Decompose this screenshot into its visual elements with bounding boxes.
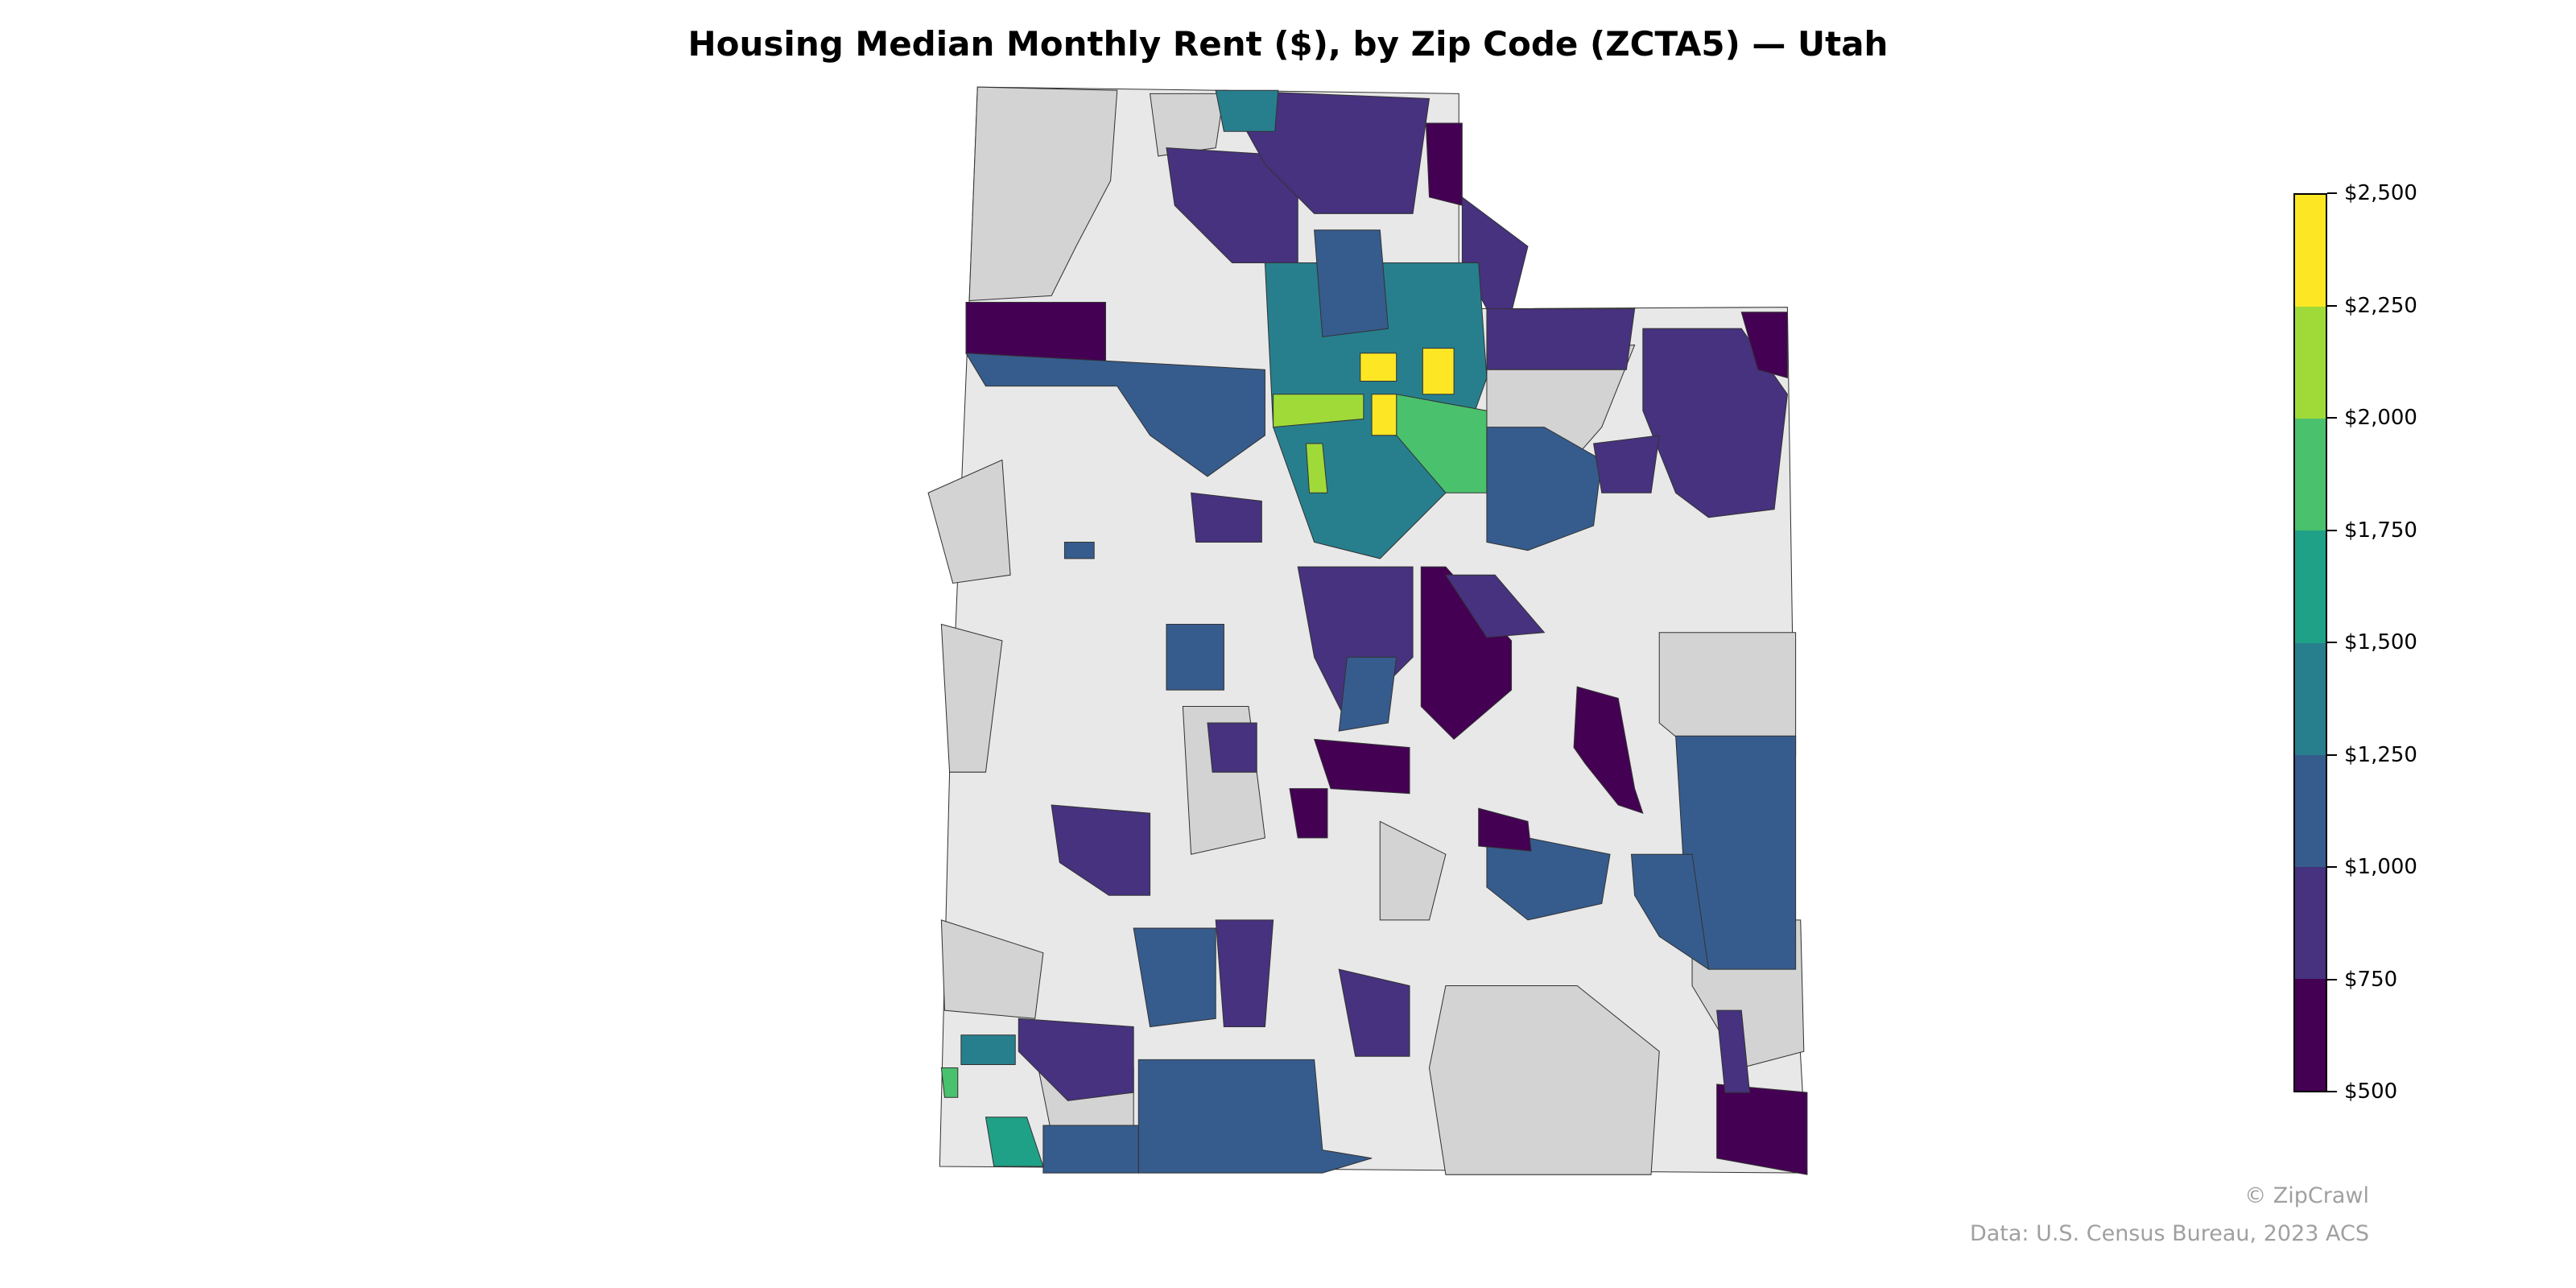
zcta-region [960,1034,1016,1065]
zcta-region [1675,735,1797,970]
no-data-zcta [968,86,1118,302]
zcta-region [1215,89,1279,132]
colorbar-tick-label: $1,500 [2344,630,2417,654]
zcta-region [1018,1018,1134,1101]
colorbar-tick [2327,304,2337,307]
colorbar-bin-7 [2295,195,2326,308]
colorbar-tick [2327,529,2337,531]
colorbar-bin-6 [2295,307,2326,419]
colorbar-tick [2327,1091,2337,1092]
zcta-region [1305,443,1328,493]
zcta-region [1593,435,1660,493]
zcta-region [1630,853,1710,971]
colorbar-tick [2327,192,2337,194]
zcta-region [1573,686,1644,815]
colorbar [2293,193,2327,1092]
colorbar-tick [2327,417,2337,419]
zcta-region [1166,624,1224,691]
zcta-region [1425,122,1463,206]
zcta-region [1486,828,1611,921]
zcta-region [1051,804,1151,896]
colorbar-bin-2 [2295,754,2326,867]
zcta-region [1338,656,1397,732]
colorbar-tick-label: $2,500 [2344,181,2417,205]
zcta-region [1314,229,1389,337]
zcta-region [985,1117,1044,1167]
zcta-region [1486,427,1603,551]
source-text: Data: U.S. Census Bureau, 2023 ACS [1969,1221,2369,1246]
colorbar-bin-5 [2295,419,2326,531]
no-data-zcta [927,459,1011,584]
zcta-region [1207,722,1257,773]
zcta-region [1478,807,1532,852]
zcta-region [1133,927,1216,1028]
colorbar-tick [2327,642,2337,643]
no-data-zcta [1379,820,1447,921]
zcta-region [1063,541,1095,559]
zcta-region [1740,312,1788,379]
colorbar-bin-1 [2295,866,2326,979]
no-data-zcta [1149,93,1225,157]
colorbar-bin-3 [2295,642,2326,755]
colorbar-tick-label: $1,250 [2344,742,2417,767]
colorbar-tick-label: $500 [2344,1080,2398,1104]
zcta-region [1371,394,1397,436]
zcta-region [1215,919,1274,1028]
colorbar-tick-label: $2,000 [2344,406,2417,430]
colorbar-tick-label: $750 [2344,967,2398,992]
colorbar-tick [2327,866,2337,868]
no-data-zcta [940,623,1003,773]
colorbar-bin-4 [2295,530,2326,643]
zcta-region [1273,394,1364,428]
zcta-region [1486,308,1636,370]
colorbar-tick-label: $2,250 [2344,293,2417,318]
zcta-region [965,353,1265,477]
zcta-region [1716,1084,1808,1175]
zcta-region [1360,353,1397,382]
colorbar-tick-label: $1,750 [2344,518,2417,543]
zcta-region [1313,738,1410,795]
colorbar-tick [2327,753,2337,756]
colorbar-tick-label: $1,000 [2344,855,2417,879]
copyright-text: © ZipCrawl [2244,1183,2369,1208]
zcta-region [1716,1009,1751,1093]
zcta-region [1191,492,1262,543]
zcta-region [1420,566,1513,741]
zcta-region [1422,348,1455,395]
colorbar-tick [2327,978,2337,980]
zcta-region [1444,574,1546,638]
zcta-region [1289,788,1328,839]
map-title: Housing Median Monthly Rent ($), by Zip … [687,24,1889,64]
no-data-zcta [940,919,1044,1019]
zcta-region [1042,1125,1139,1174]
no-data-zcta [1428,985,1660,1175]
zcta-region [940,1067,959,1098]
zcta-region [1338,968,1410,1057]
colorbar-bin-0 [2295,978,2326,1091]
